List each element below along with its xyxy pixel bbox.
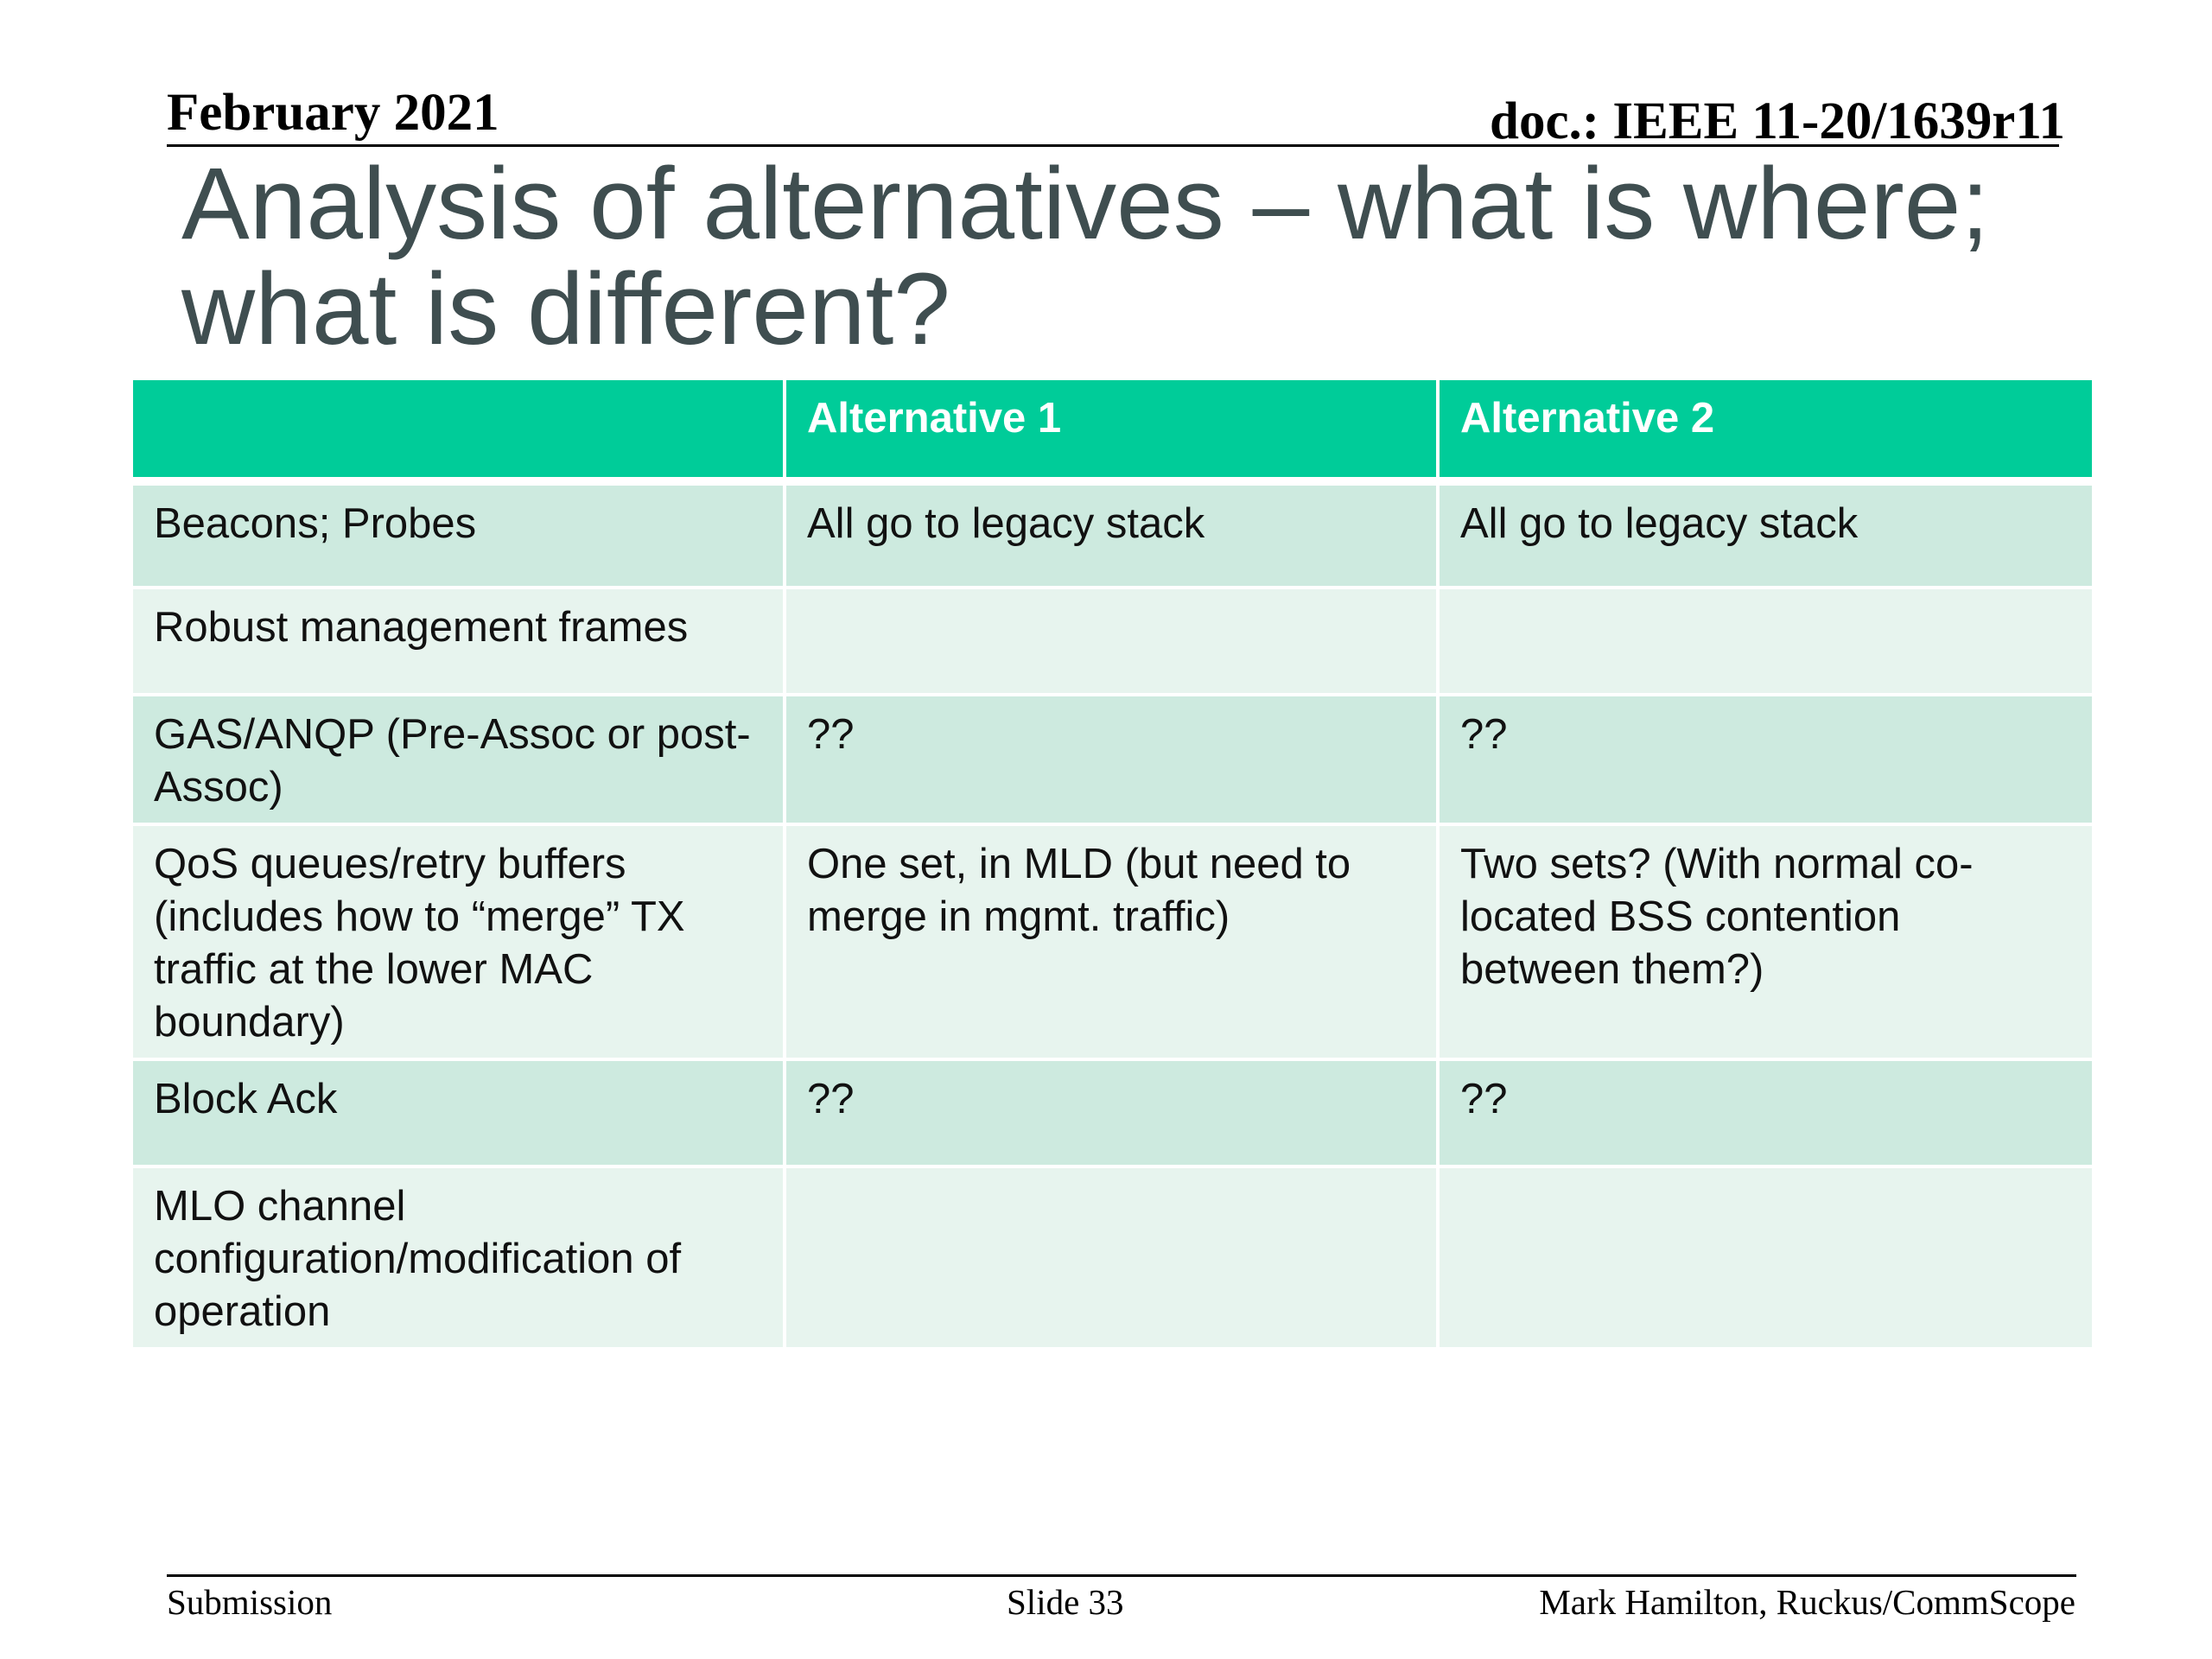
row-label: Beacons; Probes: [133, 481, 785, 589]
footer-rule: [167, 1574, 2076, 1577]
row-label: Robust management frames: [133, 588, 785, 696]
alt2-cell: [1436, 1166, 2092, 1351]
header-cell-alternative-2: Alternative 2: [1436, 380, 2092, 486]
alt2-cell: All go to legacy stack: [1436, 481, 2092, 589]
table-row: Block Ack ?? ??: [133, 1059, 2092, 1168]
alt1-cell: [783, 588, 1438, 696]
row-label: GAS/ANQP (Pre-Assoc or post-Assoc): [133, 695, 785, 826]
alt2-cell: [1436, 588, 2092, 696]
header-cell-alternative-1: Alternative 1: [783, 380, 1438, 486]
alt1-cell: One set, in MLD (but need to merge in mg…: [783, 824, 1438, 1061]
header-doc-id: doc.: IEEE 11-20/1639r11: [1490, 92, 2065, 150]
row-label: Block Ack: [133, 1059, 785, 1168]
table-row: GAS/ANQP (Pre-Assoc or post-Assoc) ?? ??: [133, 695, 2092, 826]
header-rule: [167, 144, 2059, 147]
table-row: QoS queues/retry buffers (includes how t…: [133, 824, 2092, 1061]
footer-submission: Submission: [167, 1582, 333, 1622]
footer-author: Mark Hamilton, Ruckus/CommScope: [1539, 1582, 2075, 1622]
alt2-cell: ??: [1436, 1059, 2092, 1168]
table-row: Robust management frames: [133, 588, 2092, 696]
comparison-table: Alternative 1 Alternative 2 Beacons; Pro…: [133, 380, 2092, 1351]
footer-slide-number: Slide 33: [1007, 1582, 1124, 1622]
alt1-cell: ??: [783, 1059, 1438, 1168]
alt1-cell: All go to legacy stack: [783, 481, 1438, 589]
header-cell-empty: [133, 380, 785, 486]
alt1-cell: ??: [783, 695, 1438, 826]
header-date: February 2021: [167, 84, 499, 142]
alt2-cell: Two sets? (With normal co-located BSS co…: [1436, 824, 2092, 1061]
table-row: MLO channel configuration/modification o…: [133, 1166, 2092, 1351]
table-header-row: Alternative 1 Alternative 2: [133, 380, 2092, 486]
table-row: Beacons; Probes All go to legacy stack A…: [133, 481, 2092, 589]
row-label: QoS queues/retry buffers (includes how t…: [133, 824, 785, 1061]
alt1-cell: [783, 1166, 1438, 1351]
slide-title: Analysis of alternatives – what is where…: [181, 147, 1990, 366]
alt2-cell: ??: [1436, 695, 2092, 826]
row-label: MLO channel configuration/modification o…: [133, 1166, 785, 1351]
